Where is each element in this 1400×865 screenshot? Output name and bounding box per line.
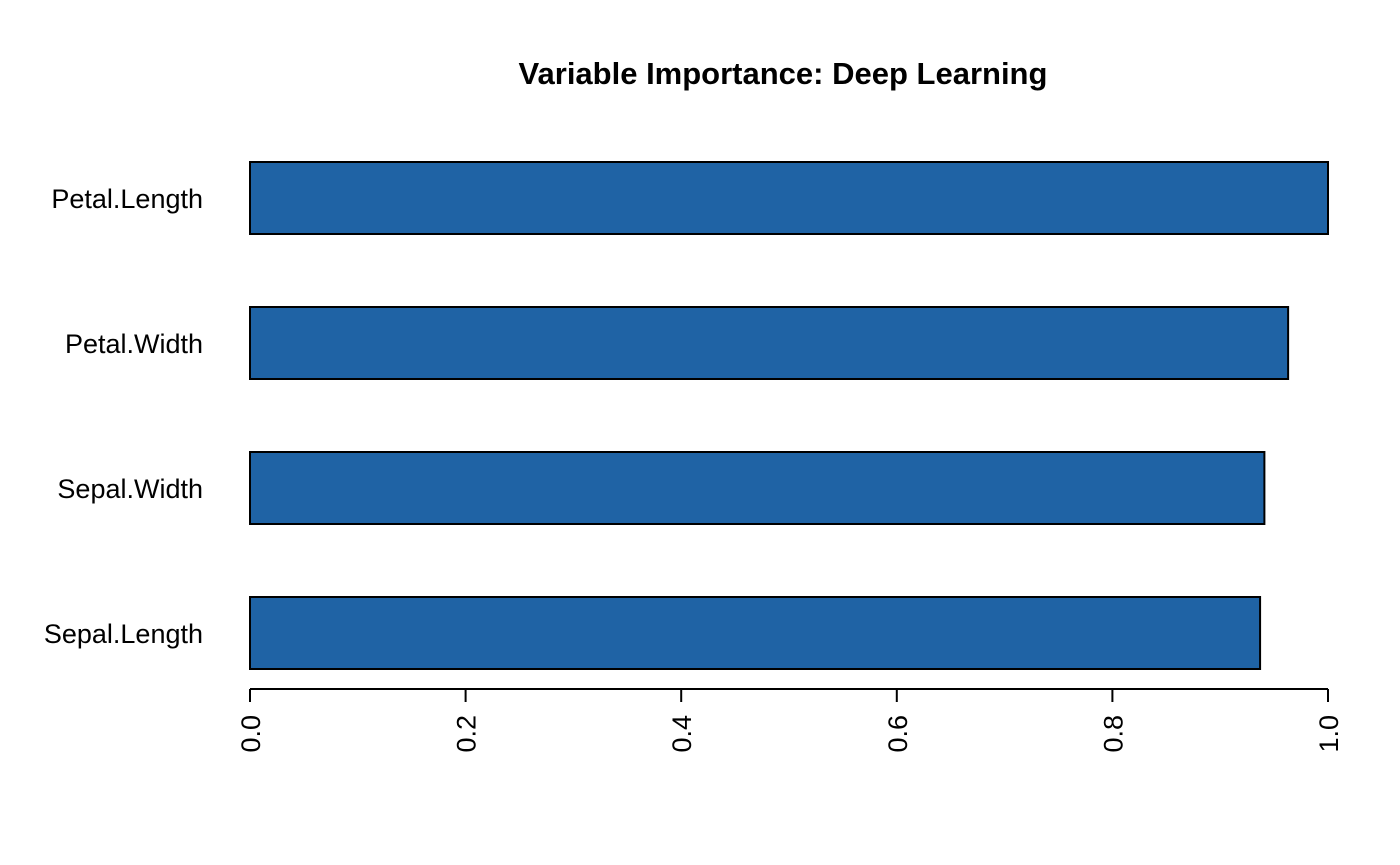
x-tick-label: 0.4 — [667, 715, 697, 753]
category-labels: Petal.Length Petal.Width Sepal.Width Sepal.… — [44, 184, 203, 649]
category-label-sepal-width: Sepal.Width — [57, 474, 203, 504]
x-tick-label: 0.8 — [1098, 715, 1128, 753]
category-label-petal-length: Petal.Length — [51, 184, 203, 214]
bar-petal-width — [249, 306, 1290, 380]
chart-title: Variable Importance: Deep Learning — [519, 56, 1048, 91]
bars-group — [249, 161, 1329, 670]
x-tick-label: 0.6 — [883, 715, 913, 753]
category-label-sepal-length: Sepal.Length — [44, 619, 203, 649]
category-label-petal-width: Petal.Width — [65, 329, 203, 359]
bar-sepal-length — [249, 596, 1262, 670]
x-tick-label: 0.0 — [236, 715, 266, 753]
bar-petal-length — [249, 161, 1329, 235]
x-tick-label: 0.2 — [452, 715, 482, 753]
bar-sepal-width — [249, 451, 1266, 525]
x-tick-label: 1.0 — [1314, 715, 1344, 753]
x-axis: 0.0 0.2 0.4 0.6 0.8 1.0 — [236, 688, 1344, 753]
